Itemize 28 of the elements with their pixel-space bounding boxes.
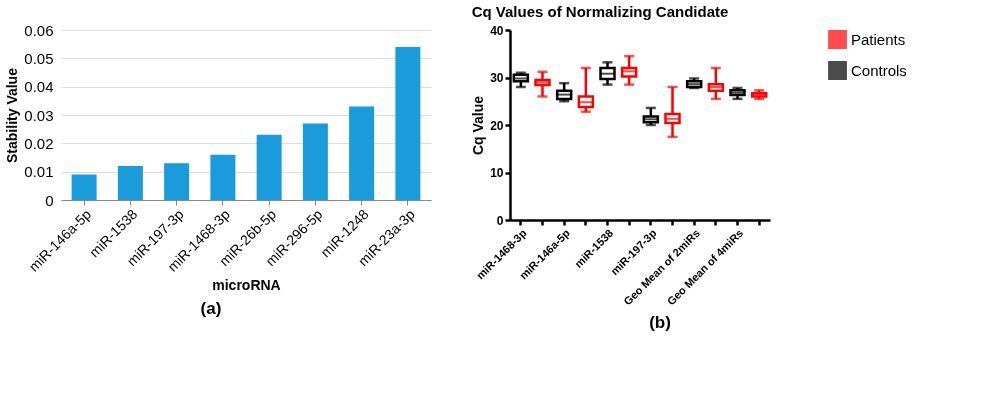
y-axis-title: Stability Value: [4, 67, 21, 163]
bar: [395, 47, 421, 200]
bar: [71, 174, 97, 200]
y-tick-label: 0.04: [24, 78, 54, 96]
x-axis-title: microRNA: [212, 276, 281, 293]
y-tick-label: 0.03: [24, 106, 54, 124]
y-tick-label: 20: [490, 118, 504, 133]
bar: [349, 106, 375, 200]
y-tick-label: 0.06: [24, 21, 54, 39]
y-tick-label: 30: [490, 71, 504, 85]
legend-label: Patients: [851, 30, 906, 48]
y-tick-label: 0: [496, 213, 504, 228]
chart-title: Cq Values of Normalizing Candidate: [471, 3, 729, 20]
text: (a): [200, 299, 222, 318]
y-tick-label: 0.05: [24, 49, 54, 67]
y-tick-label: 10: [490, 166, 504, 180]
bar: [302, 123, 328, 200]
bar: [164, 163, 190, 200]
y-tick-label: 0.02: [24, 134, 54, 152]
y-tick-label: 0: [45, 191, 54, 209]
y-tick-label: 0.01: [24, 163, 54, 181]
text: (b): [649, 313, 671, 332]
y-tick-label: 40: [490, 23, 504, 38]
legend-label: Controls: [851, 61, 907, 79]
bar: [256, 134, 282, 200]
y-axis-title: Cq Value: [470, 95, 487, 156]
bar: [210, 154, 236, 200]
bar: [117, 166, 143, 200]
